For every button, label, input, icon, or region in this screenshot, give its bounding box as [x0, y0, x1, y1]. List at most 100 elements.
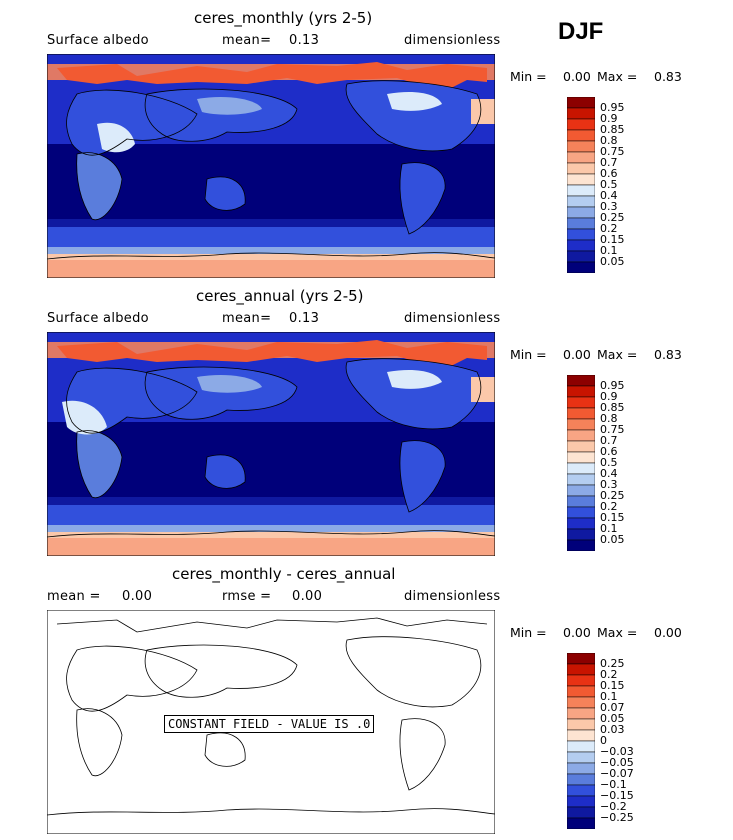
colorbar-swatch — [567, 375, 595, 387]
colorbar-swatch — [567, 261, 595, 273]
colorbar-tick-label: 0.75 — [600, 145, 625, 158]
colorbar-swatch — [567, 151, 595, 164]
panel2-mean-value: 0.13 — [289, 311, 320, 326]
panel3-mean-value: 0.00 — [122, 589, 153, 604]
colorbar-tick-label: 0.1 — [600, 690, 618, 703]
colorbar-swatch — [567, 685, 595, 698]
colorbar-tick-label: 0.75 — [600, 423, 625, 436]
colorbar-swatch — [567, 195, 595, 208]
colorbar-tick-label: 0.2 — [600, 500, 618, 513]
panel1-mean-value: 0.13 — [289, 33, 320, 48]
panel1-variable: Surface albedo — [47, 33, 149, 48]
colorbar-swatch — [567, 740, 595, 753]
colorbar-tick-label: 0.15 — [600, 679, 625, 692]
panel3-max-value: 0.00 — [654, 625, 682, 640]
colorbar-swatch — [567, 729, 595, 742]
panel1-colorbar — [567, 97, 595, 273]
colorbar-tick-label: −0.03 — [600, 745, 634, 758]
colorbar-swatch — [567, 817, 595, 829]
colorbar-swatch — [567, 140, 595, 153]
colorbar-tick-label: 0.4 — [600, 467, 618, 480]
colorbar-tick-label: 0.95 — [600, 101, 625, 114]
colorbar-tick-label: 0.95 — [600, 379, 625, 392]
colorbar-tick-label: −0.25 — [600, 811, 634, 824]
panel3-min-value: 0.00 — [563, 625, 591, 640]
panel2-units: dimensionless — [404, 311, 501, 326]
colorbar-swatch — [567, 784, 595, 797]
colorbar-swatch — [567, 97, 595, 109]
colorbar-swatch — [567, 184, 595, 197]
panel3-rmse-label: rmse = — [222, 589, 272, 604]
colorbar-tick-label: 0.3 — [600, 200, 618, 213]
colorbar-tick-label: 0.8 — [600, 134, 618, 147]
colorbar-tick-label: 0.1 — [600, 244, 618, 257]
colorbar-tick-label: 0.05 — [600, 533, 625, 546]
colorbar-tick-label: 0.25 — [600, 657, 625, 670]
colorbar-tick-label: 0.07 — [600, 701, 625, 714]
panel2-min-label: Min = — [510, 347, 547, 362]
colorbar-tick-label: −0.07 — [600, 767, 634, 780]
colorbar-tick-label: 0.15 — [600, 511, 625, 524]
colorbar-tick-label: 0.85 — [600, 401, 625, 414]
colorbar-swatch — [567, 539, 595, 551]
colorbar-swatch — [567, 429, 595, 442]
colorbar-tick-label: 0 — [600, 734, 607, 747]
panel2-title: ceres_annual (yrs 2-5) — [196, 287, 364, 305]
colorbar-tick-label: 0.25 — [600, 489, 625, 502]
panel2-max-label: Max = — [597, 347, 638, 362]
colorbar-tick-label: 0.3 — [600, 478, 618, 491]
panel3-colorbar — [567, 653, 595, 829]
colorbar-swatch — [567, 239, 595, 252]
panel1-title: ceres_monthly (yrs 2-5) — [194, 9, 373, 27]
panel1-max-label: Max = — [597, 69, 638, 84]
panel3-title: ceres_monthly - ceres_annual — [172, 565, 396, 583]
panel3-units: dimensionless — [404, 589, 501, 604]
colorbar-tick-label: 0.05 — [600, 712, 625, 725]
colorbar-tick-label: 0.7 — [600, 156, 618, 169]
panel3-mean-label: mean = — [47, 589, 101, 604]
colorbar-tick-label: 0.5 — [600, 178, 618, 191]
colorbar-swatch — [567, 751, 595, 764]
panel3-min-label: Min = — [510, 625, 547, 640]
colorbar-tick-label: 0.2 — [600, 668, 618, 681]
colorbar-tick-label: 0.7 — [600, 434, 618, 447]
colorbar-swatch — [567, 385, 595, 398]
constant-field-annotation: CONSTANT FIELD - VALUE IS .0 — [164, 715, 375, 733]
colorbar-tick-label: −0.15 — [600, 789, 634, 802]
colorbar-tick-label: 0.4 — [600, 189, 618, 202]
colorbar-swatch — [567, 528, 595, 541]
colorbar-swatch — [567, 228, 595, 241]
colorbar-swatch — [567, 250, 595, 263]
panel2-min-value: 0.00 — [563, 347, 591, 362]
colorbar-swatch — [567, 473, 595, 486]
colorbar-swatch — [567, 653, 595, 665]
panel2-mean-label: mean= — [222, 311, 272, 326]
colorbar-swatch — [567, 217, 595, 230]
colorbar-tick-label: 0.2 — [600, 222, 618, 235]
panel2-max-value: 0.83 — [654, 347, 682, 362]
colorbar-tick-label: 0.8 — [600, 412, 618, 425]
colorbar-tick-label: 0.9 — [600, 112, 618, 125]
panel1-units: dimensionless — [404, 33, 501, 48]
colorbar-swatch — [567, 462, 595, 475]
panel3-max-label: Max = — [597, 625, 638, 640]
colorbar-tick-label: 0.25 — [600, 211, 625, 224]
colorbar-swatch — [567, 663, 595, 676]
colorbar-swatch — [567, 407, 595, 420]
season-label: DJF — [558, 18, 604, 45]
colorbar-tick-label: 0.6 — [600, 167, 618, 180]
panel1-map — [47, 54, 495, 278]
panel1-max-value: 0.83 — [654, 69, 682, 84]
colorbar-tick-label: −0.1 — [600, 778, 627, 791]
colorbar-swatch — [567, 806, 595, 819]
colorbar-swatch — [567, 707, 595, 720]
colorbar-tick-label: 0.1 — [600, 522, 618, 535]
colorbar-swatch — [567, 696, 595, 709]
colorbar-tick-label: 0.5 — [600, 456, 618, 469]
colorbar-tick-label: 0.6 — [600, 445, 618, 458]
colorbar-swatch — [567, 506, 595, 519]
colorbar-swatch — [567, 773, 595, 786]
colorbar-tick-label: 0.85 — [600, 123, 625, 136]
colorbar-swatch — [567, 418, 595, 431]
colorbar-swatch — [567, 451, 595, 464]
